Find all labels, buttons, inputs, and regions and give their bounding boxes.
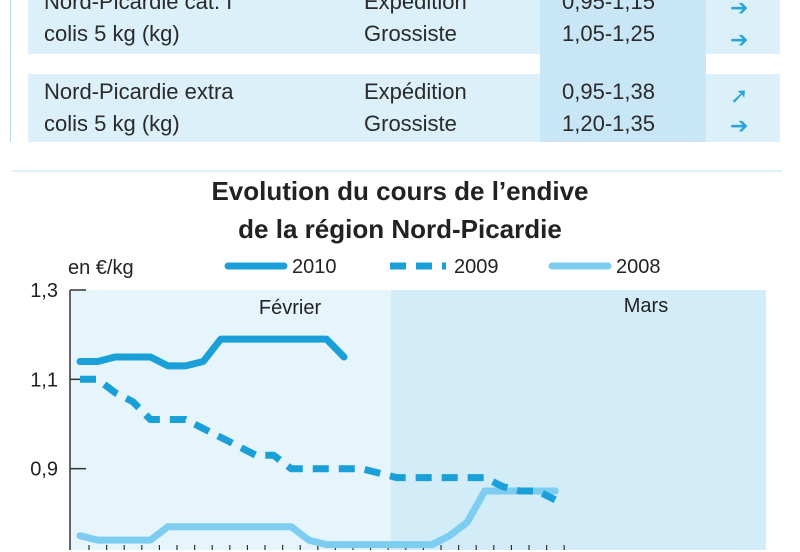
legend-label-2009: 2009 <box>454 256 499 278</box>
y-tick-label: 1,1 <box>30 369 58 391</box>
arrow-right-icon: ➔ <box>730 113 749 138</box>
legend-label-2008: 2008 <box>616 256 661 278</box>
series-line-2009 <box>80 375 557 504</box>
y-axis-label: en €/kg <box>68 257 134 279</box>
series-line-2010 <box>76 335 348 370</box>
arrow-up-right-icon: ➚ <box>730 83 749 108</box>
mars-background <box>390 290 766 550</box>
product-label: Nord-Picardie extra colis 5 kg (kg) <box>44 79 234 136</box>
y-tick-label: 1,3 <box>30 280 58 302</box>
stage-label: Expédition Grossiste <box>364 0 467 46</box>
price-table: Nord-Picardie cat. I colis 5 kg (kg) Exp… <box>0 0 800 160</box>
period-label-mars: Mars <box>624 295 668 317</box>
series-line-2008 <box>76 487 559 549</box>
price-range: 0,95-1,38 1,20-1,35 <box>562 79 655 136</box>
table-left-border <box>10 0 11 142</box>
chart-title-line-1: Evolution du cours de l’endive <box>211 176 588 206</box>
price-column-bg <box>540 0 706 142</box>
stage-label: Expédition Grossiste <box>364 79 467 136</box>
product-label: Nord-Picardie cat. I colis 5 kg (kg) <box>44 0 233 46</box>
arrow-right-icon: ➔ <box>730 27 749 52</box>
y-tick-label: 0,9 <box>30 459 58 481</box>
chart-title-line-2: de la région Nord-Picardie <box>238 214 562 244</box>
period-label-fevrier: Février <box>259 297 322 319</box>
arrow-right-icon: ➔ <box>730 0 749 20</box>
fevrier-background <box>70 290 391 550</box>
legend-label-2010: 2010 <box>292 256 337 278</box>
price-range: 0,95-1,15 1,05-1,25 <box>562 0 655 46</box>
y-tick-label: 0,7 <box>30 548 58 550</box>
